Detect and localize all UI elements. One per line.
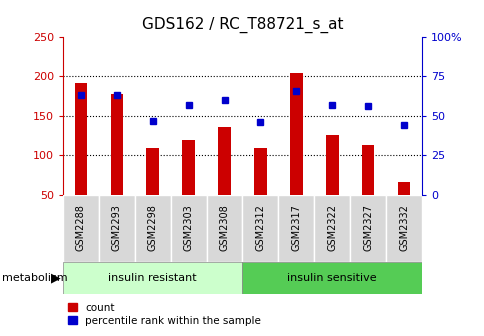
Bar [218, 127, 230, 195]
Bar [170, 195, 206, 262]
Bar [289, 73, 302, 195]
Text: metabolism: metabolism [2, 273, 68, 283]
Text: GSM2288: GSM2288 [76, 204, 86, 251]
Bar [325, 135, 338, 195]
Text: GSM2308: GSM2308 [219, 204, 229, 251]
Bar [75, 83, 87, 195]
Text: GSM2298: GSM2298 [148, 204, 157, 251]
Bar [135, 195, 170, 262]
Text: GSM2293: GSM2293 [112, 204, 121, 251]
Bar [63, 195, 99, 262]
Bar [63, 262, 242, 294]
Bar [361, 145, 374, 195]
Text: GSM2332: GSM2332 [398, 204, 408, 251]
Bar [110, 94, 123, 195]
Text: GSM2322: GSM2322 [327, 204, 336, 251]
Bar [242, 195, 278, 262]
Bar [206, 195, 242, 262]
Text: insulin sensitive: insulin sensitive [287, 273, 376, 283]
Bar [242, 262, 421, 294]
Bar [182, 140, 195, 195]
Bar [146, 148, 159, 195]
Legend: count, percentile rank within the sample: count, percentile rank within the sample [68, 303, 260, 326]
Bar [278, 195, 314, 262]
Text: GSM2327: GSM2327 [363, 204, 372, 251]
Text: GSM2303: GSM2303 [183, 204, 193, 251]
Text: ▶: ▶ [51, 271, 60, 285]
Text: GDS162 / RC_T88721_s_at: GDS162 / RC_T88721_s_at [141, 17, 343, 33]
Text: insulin resistant: insulin resistant [108, 273, 197, 283]
Bar [397, 182, 409, 195]
Bar [99, 195, 135, 262]
Bar [254, 148, 266, 195]
Bar [314, 195, 349, 262]
Bar [349, 195, 385, 262]
Bar [385, 195, 421, 262]
Text: GSM2312: GSM2312 [255, 204, 265, 251]
Text: GSM2317: GSM2317 [291, 204, 301, 251]
